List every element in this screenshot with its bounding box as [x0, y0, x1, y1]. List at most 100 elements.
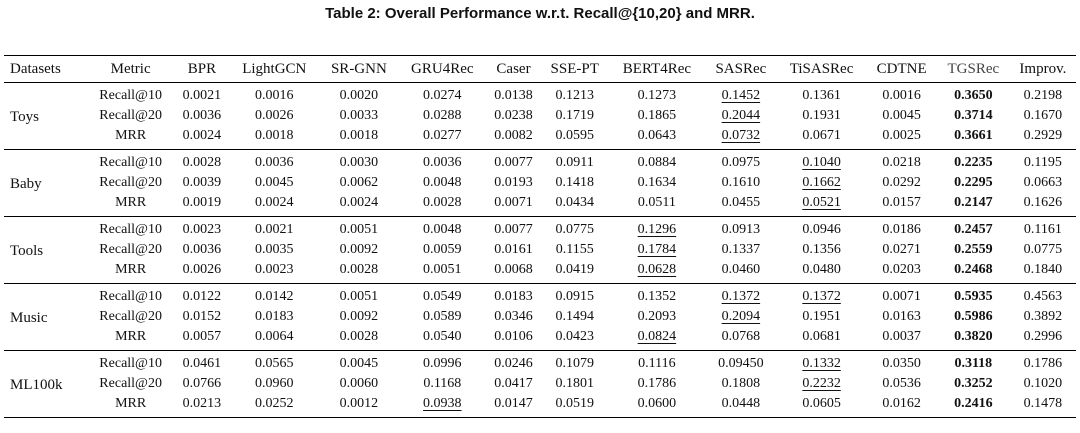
table-cell: 0.0203 — [882, 262, 921, 277]
table-cell: 0.0020 — [339, 88, 379, 103]
table-cell: 0.0157 — [882, 195, 921, 210]
column-header: Datasets — [10, 60, 61, 77]
table-cell: 0.0252 — [255, 396, 294, 411]
table-cell: 0.0540 — [423, 329, 462, 344]
table-cell: 0.0064 — [255, 329, 294, 344]
table-cell: 0.1273 — [637, 88, 677, 103]
table-cell: 0.0028 — [182, 155, 222, 170]
metric-name: Recall@10 — [99, 88, 162, 103]
table-cell: 0.0077 — [494, 155, 533, 170]
table-cell: 0.2094 — [721, 309, 761, 324]
table-cell: 0.1951 — [802, 309, 841, 324]
table-cell: 0.0193 — [494, 175, 533, 190]
table-cell: 0.4563 — [1023, 289, 1063, 304]
table-cell: 0.2198 — [1023, 88, 1063, 103]
table-cell: 0.1801 — [555, 376, 594, 391]
dataset-group: Toys Recall@10 0.0021 0.0016 0.0020 0.0274 0.0… — [4, 83, 1076, 150]
column-header: Improv. — [1019, 60, 1067, 77]
table-cell: 0.0938 — [423, 396, 462, 411]
table-cell: 0.0024 — [182, 128, 222, 143]
table-cell: 0.0051 — [339, 289, 379, 304]
table-cell: 0.0036 — [255, 155, 294, 170]
table-cell: 0.0028 — [339, 329, 379, 344]
table-cell: 0.1372 — [802, 289, 841, 304]
dataset-group: Music Recall@10 0.0122 0.0142 0.0051 0.0549 0.… — [4, 284, 1076, 351]
table-cell: 0.0082 — [494, 128, 533, 143]
table-cell: 0.0036 — [423, 155, 462, 170]
table-cell: 0.0045 — [882, 108, 921, 123]
table-cell: 0.1332 — [802, 356, 841, 371]
metric-name: MRR — [115, 195, 147, 210]
table-cell: 0.0106 — [494, 329, 533, 344]
table-cell: 0.1040 — [802, 155, 841, 170]
table-cell: 0.0024 — [255, 195, 294, 210]
table-cell: 0.0595 — [555, 128, 594, 143]
table-cell: 0.0775 — [1023, 242, 1063, 257]
table-cell: 0.0628 — [637, 262, 677, 277]
table-cell: 0.0996 — [423, 356, 462, 371]
table-cell: 0.0062 — [339, 175, 379, 190]
table-cell: 0.0138 — [494, 88, 533, 103]
table-cell: 0.0051 — [339, 222, 379, 237]
table-cell: 0.0147 — [494, 396, 533, 411]
table-cell: 0.1213 — [555, 88, 594, 103]
table-cell: 0.1296 — [637, 222, 677, 237]
table-cell: 0.0036 — [182, 242, 222, 257]
table-cell: 0.1155 — [555, 242, 594, 257]
table-cell: 0.0238 — [494, 108, 533, 123]
metric-name: MRR — [115, 396, 147, 411]
dataset-name: ML100k — [10, 377, 63, 393]
table-cell: 0.0028 — [339, 262, 379, 277]
table-cell: 0.0768 — [721, 329, 761, 344]
table-cell: 0.1168 — [423, 376, 462, 391]
table-cell: 0.1840 — [1023, 262, 1063, 277]
metric-name: MRR — [115, 329, 147, 344]
table-cell: 0.1662 — [802, 175, 841, 190]
dataset-group: Tools Recall@10 0.0023 0.0021 0.0051 0.0048 0.… — [4, 217, 1076, 284]
table-cell: 0.2235 — [954, 155, 993, 170]
table-cell: 0.0521 — [802, 195, 841, 210]
table-cell: 0.1372 — [721, 289, 761, 304]
metric-name: Recall@10 — [99, 155, 162, 170]
table-cell: 0.0549 — [423, 289, 462, 304]
table-cell: 0.0824 — [637, 329, 677, 344]
table-cell: 0.1195 — [1023, 155, 1062, 170]
table-cell: 0.0030 — [339, 155, 379, 170]
table-cell: 0.0975 — [721, 155, 761, 170]
table-cell: 0.0142 — [255, 289, 294, 304]
column-header: GRU4Rec — [411, 60, 474, 77]
metric-name: Recall@20 — [99, 242, 162, 257]
table-cell: 0.0016 — [882, 88, 921, 103]
table-cell: 0.1865 — [637, 108, 677, 123]
table-cell: 0.2044 — [721, 108, 761, 123]
table-row: MRR 0.0057 0.0064 0.0028 0.0540 0.0106 0.0423 0… — [4, 327, 1076, 351]
table-cell: 0.2929 — [1023, 128, 1063, 143]
table-cell: 0.0732 — [721, 128, 761, 143]
table-cell: 0.0775 — [555, 222, 594, 237]
table-cell: 0.0681 — [802, 329, 841, 344]
table-cell: 0.0643 — [637, 128, 677, 143]
table-cell: 0.0183 — [255, 309, 294, 324]
table-cell: 0.1161 — [1023, 222, 1062, 237]
dataset-name: Music — [10, 310, 48, 326]
table-row: ML100k Recall@10 0.0461 0.0565 0.0045 0.0996 0… — [4, 351, 1076, 393]
table-cell: 0.0271 — [882, 242, 921, 257]
table-row: Music Recall@10 0.0122 0.0142 0.0051 0.0549 0.… — [4, 284, 1076, 326]
table-cell: 0.0461 — [182, 356, 222, 371]
table-cell: 0.0511 — [637, 195, 676, 210]
table-row: Recall@20 0.0036 0.0026 0.0033 0.0288 0.0238 0… — [4, 106, 1076, 126]
table-cell: 0.0671 — [802, 128, 841, 143]
table-cell: 0.0016 — [255, 88, 294, 103]
table-cell: 0.0057 — [182, 329, 222, 344]
table-cell: 0.0183 — [494, 289, 533, 304]
table-cell: 0.09450 — [718, 356, 764, 371]
table-cell: 0.0915 — [555, 289, 594, 304]
table-cell: 0.3252 — [954, 376, 993, 391]
column-header: BERT4Rec — [622, 60, 692, 77]
table-cell: 0.0077 — [494, 222, 533, 237]
header-row: Datasets Metric BPR LightGCN SR-GNN GRU4Rec Ca… — [4, 55, 1076, 83]
table-cell: 0.5986 — [954, 309, 993, 324]
table-cell: 0.3714 — [954, 108, 993, 123]
table-cell: 0.1786 — [1023, 356, 1063, 371]
table-cell: 0.0519 — [555, 396, 594, 411]
